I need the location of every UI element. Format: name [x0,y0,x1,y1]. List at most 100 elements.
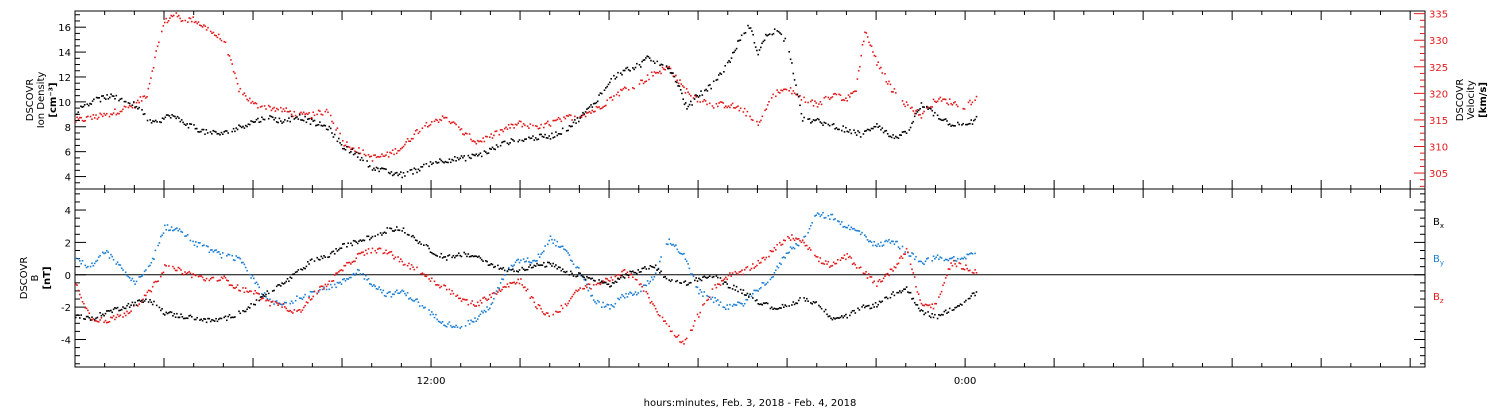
bz-point [932,307,935,310]
bx-point [184,317,186,320]
ion-density-point [854,131,857,134]
bz-point [502,286,505,288]
bx-point [712,275,715,278]
velocity-point [417,132,420,135]
by-point [915,255,917,258]
ion-density-point [766,34,768,37]
by-point [145,269,147,271]
by-point [329,283,332,286]
bz-point [97,321,100,323]
bz-point [429,280,432,282]
ion-density-point [661,64,664,66]
by-point [690,273,692,275]
bx-point [696,280,699,282]
bz-point [437,284,440,286]
velocity-point [251,100,254,103]
ion-density-point [881,127,884,129]
velocity-point [775,95,777,98]
velocity-point [683,86,685,89]
bx-point [911,298,913,300]
bz-point [344,264,347,267]
bz-point [854,263,857,266]
velocity-point [632,87,634,89]
velocity-point [329,114,332,117]
ion-density-point [763,39,766,42]
by-point [365,274,367,277]
velocity-point [584,115,587,118]
bx-point [842,316,844,319]
bz-point [685,337,688,340]
by-point [636,293,638,296]
ion-density-point [834,128,836,130]
velocity-point [563,116,565,118]
velocity-point [466,132,468,135]
bx-point [261,296,263,298]
velocity-point [734,107,737,109]
bx-point [320,255,323,258]
velocity-point [348,146,351,149]
by-point [277,302,279,305]
bx-point [266,290,269,292]
bx-point [208,317,211,320]
by-point [485,311,487,313]
ion-density-point [533,139,536,141]
bz-point [696,313,699,316]
by-point [561,245,564,248]
velocity-point [668,65,670,68]
bx-point [379,232,382,234]
velocity-point [717,105,719,108]
velocity-point [184,19,187,22]
bx-point [84,318,86,320]
ion-density-point [331,132,333,134]
ion-density-point [974,118,976,121]
bx-point [485,260,487,262]
bz-point [796,238,799,240]
bx-point [169,311,171,313]
velocity-point [387,156,390,158]
bx-point [463,251,465,254]
ion-density-point [591,106,594,108]
by-point [428,309,430,311]
ion-density-point [213,130,216,133]
ion-density-point [359,159,362,161]
bx-point [555,264,557,266]
ion-density-point [358,152,360,155]
by-point [142,273,144,276]
ion-density-point [429,161,432,163]
velocity-point [311,117,313,119]
bz-point [576,290,579,293]
bx-point [445,259,448,261]
ion-density-point [654,62,656,64]
bz-point [698,316,700,318]
ion-density-point [772,32,775,35]
velocity-point [660,72,662,75]
ion-density-point [706,90,709,92]
bz-point [428,278,430,280]
bz-point [800,241,803,244]
bz-point [832,261,835,264]
bz-point [114,318,116,321]
bz-point [455,295,457,297]
ion-density-point [378,170,380,173]
bz-point [75,283,77,286]
bx-point [908,291,911,294]
velocity-point [286,110,289,113]
bz-point [470,302,472,305]
bz-point [673,334,676,337]
ion-density-point [309,123,312,125]
velocity-point [320,113,323,116]
velocity-point [913,112,916,115]
by-point [386,292,389,295]
bz-point [636,279,638,281]
legend-bx: Bx [1433,217,1444,230]
bz-point [119,314,122,316]
by-point [213,249,216,252]
bz-point [530,296,533,298]
bz-point [475,305,478,307]
by-point [397,292,399,294]
by-point [464,325,467,327]
bz-point [768,255,770,258]
ion-density-point [340,144,343,146]
by-point [390,296,393,298]
by-point [648,282,650,285]
